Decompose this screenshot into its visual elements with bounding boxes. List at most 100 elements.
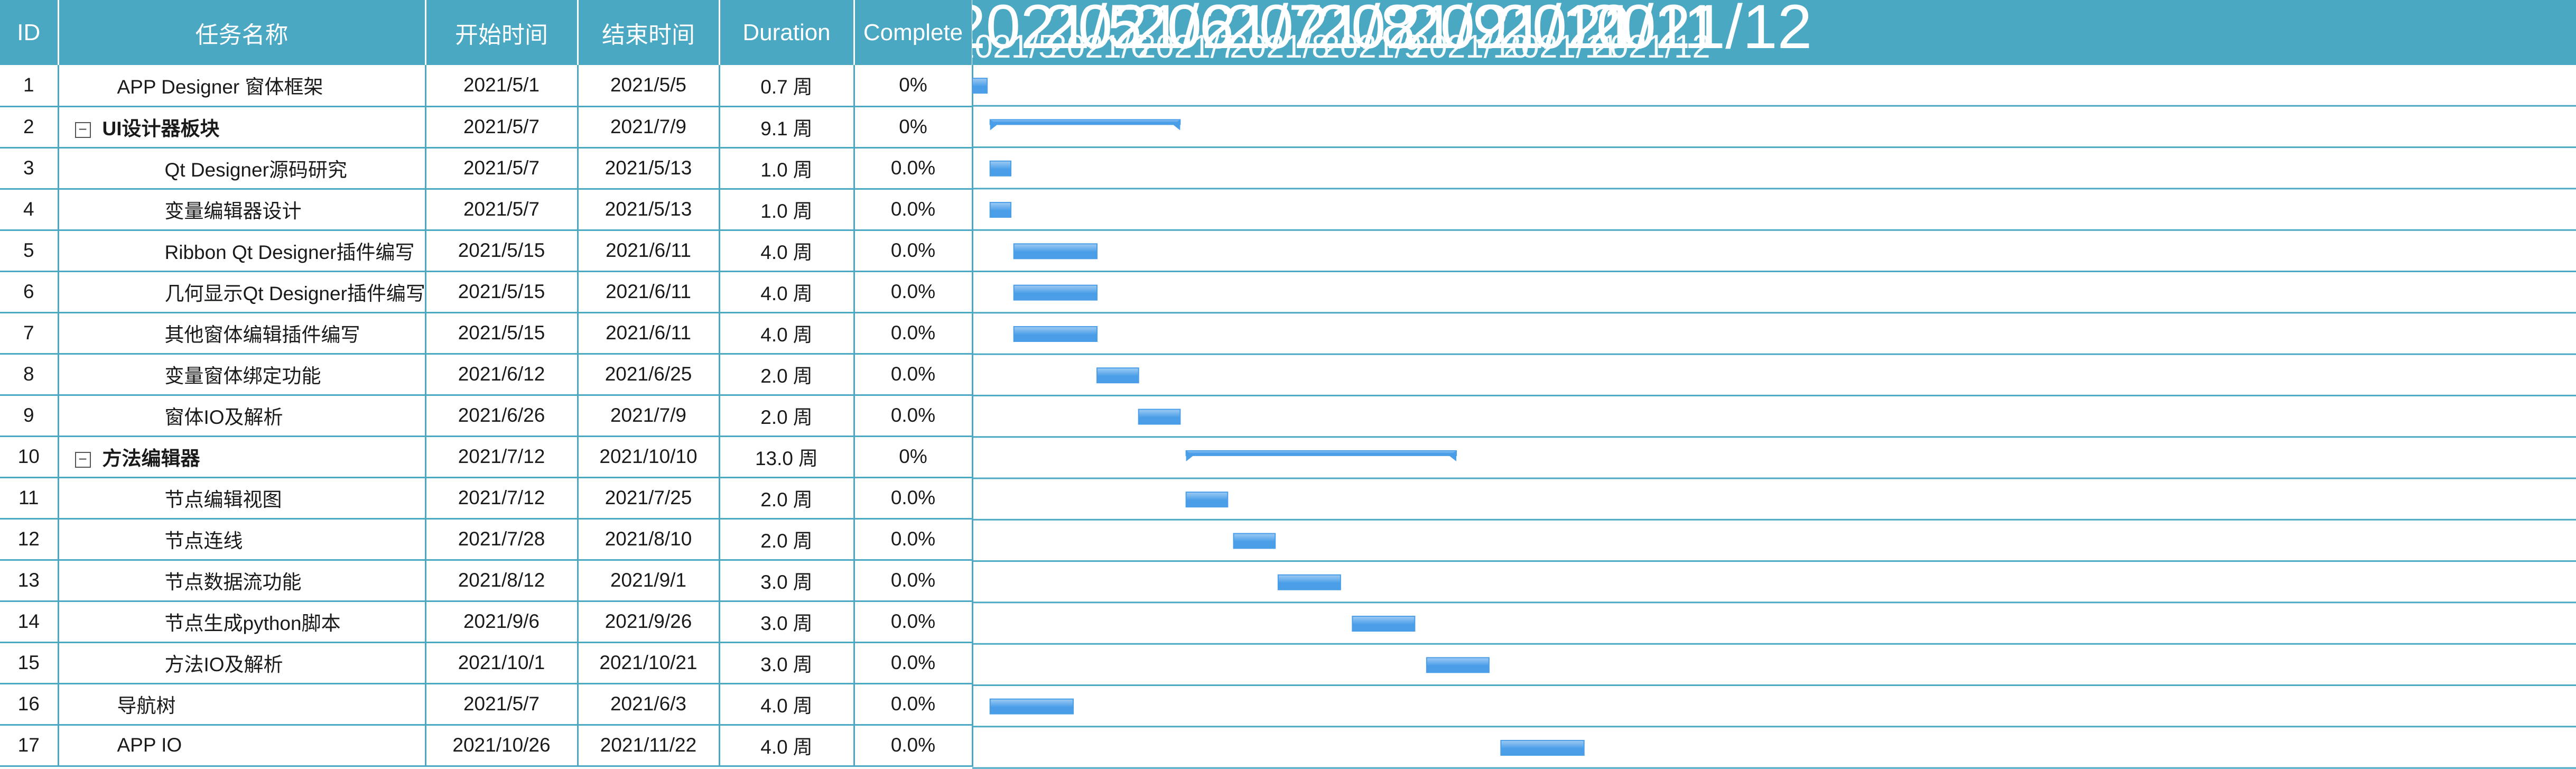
task-bar[interactable] [1352,616,1416,632]
task-id-text: 4 [23,198,34,220]
task-name-text: 节点数据流功能 [164,571,302,593]
task-name: Ribbon Qt Designer插件编写 [58,230,426,272]
task-end: 2021/6/11 [578,230,720,272]
task-duration-text: 3.0 [760,571,788,593]
task-complete: 0.0% [854,271,973,313]
task-id: 17 [0,725,59,767]
task-bar[interactable] [1233,533,1276,549]
task-bar[interactable] [1013,326,1098,342]
task-row[interactable]: 7 其他窗体编辑插件编写 2021/5/15 2021/6/11 4.0 周 0.0% [0,312,973,355]
task-duration-text: 4.0 [760,242,788,263]
task-row[interactable]: 17 APP IO 2021/10/26 2021/11/22 4.0 周 0.0% [0,725,973,767]
summary-bar[interactable] [989,119,1181,131]
task-end: 2021/10/10 [578,436,720,478]
task-start: 2021/8/12 [425,560,579,602]
task-end-text: 2021/10/10 [599,446,698,467]
task-complete-text: 0% [899,116,927,137]
task-id-text: 12 [17,528,40,550]
task-complete-text: 0.0% [890,404,936,426]
task-bar[interactable] [1138,409,1181,425]
task-name: 几何显示Qt Designer插件编写 [58,271,426,313]
task-duration-text: 1.0 [760,159,788,181]
task-bar[interactable] [989,160,1012,177]
timeline-tick-label: 2021/10 [1405,0,1631,62]
task-row[interactable]: 8 变量窗体绑定功能 2021/6/12 2021/6/25 2.0 周 0.0% [0,354,973,396]
task-row[interactable]: 9 窗体IO及解析 2021/6/26 2021/7/9 2.0 周 0.0% [0,395,973,437]
task-end: 2021/6/11 [578,271,720,313]
task-bar[interactable] [1013,243,1098,260]
task-row[interactable]: 12 节点连线 2021/7/28 2021/8/10 2.0 周 0.0% [0,518,973,561]
task-duration-text: 2.0 [760,365,788,387]
timeline-tick-label: 2021/11 [1498,0,1718,62]
task-end: 2021/9/1 [578,560,720,602]
task-duration-text: 4.0 [760,283,788,304]
summary-bar[interactable] [1185,450,1457,461]
task-start: 2021/5/15 [425,271,579,313]
task-row[interactable]: 14 节点生成python脚本 2021/9/6 2021/9/26 3.0 周 0.0% [0,601,973,643]
task-bar[interactable] [972,78,988,94]
task-id-text: 11 [18,487,39,508]
task-row[interactable]: 2 − UI设计器板块 2021/5/7 2021/7/9 9.1 周 0% [0,106,973,149]
task-complete: 0.0% [854,147,973,190]
task-end-text: 2021/6/3 [610,693,687,715]
task-duration: 4.0 周 [719,230,855,272]
task-id-text: 8 [23,363,34,385]
task-end-text: 2021/6/25 [605,363,692,385]
task-name-text: Qt Designer源码研究 [164,159,347,181]
task-duration: 9.1 周 [719,106,855,149]
task-name: 节点编辑视图 [58,477,426,520]
collapse-toggle-icon[interactable]: − [75,122,91,138]
timeline-tick-label: 2021/7 [1132,0,1323,62]
task-complete-text: 0.0% [890,363,936,385]
task-complete-text: 0.0% [890,693,936,715]
task-bar[interactable] [1426,657,1490,673]
duration-unit: 周 [793,736,813,758]
task-start-text: 2021/5/7 [463,198,540,220]
task-complete: 0.0% [854,354,973,396]
task-row[interactable]: 10 − 方法编辑器 2021/7/12 2021/10/10 13.0 周 0% [0,436,973,478]
task-bar[interactable] [989,202,1012,218]
task-start-text: 2021/6/26 [458,404,545,426]
task-start-text: 2021/5/15 [458,281,545,302]
task-bar[interactable] [1500,739,1585,756]
duration-unit: 周 [793,76,813,98]
task-end-text: 2021/6/11 [606,281,691,302]
task-bar[interactable] [1096,367,1139,384]
task-id-text: 15 [17,652,40,673]
task-start: 2021/6/26 [425,395,579,437]
task-row[interactable]: 11 节点编辑视图 2021/7/12 2021/7/25 2.0 周 0.0% [0,477,973,520]
task-row[interactable]: 16 导航树 2021/5/7 2021/6/3 4.0 周 0.0% [0,683,973,726]
task-row[interactable]: 4 变量编辑器设计 2021/5/7 2021/5/13 1.0 周 0.0% [0,189,973,231]
task-name: 其他窗体编辑插件编写 [58,312,426,355]
task-bar[interactable] [1185,492,1229,508]
column-header-start[interactable]: 开始时间 [425,0,579,65]
task-bar[interactable] [1277,574,1341,590]
task-name-text: 几何显示Qt Designer插件编写 [164,283,425,304]
column-header-complete[interactable]: Complete [854,0,973,65]
task-complete: 0.0% [854,642,973,684]
task-row[interactable]: 5 Ribbon Qt Designer插件编写 2021/5/15 2021/6/1… [0,230,973,272]
task-row[interactable]: 6 几何显示Qt Designer插件编写 2021/5/15 2021/6/11 4.… [0,271,973,313]
column-header-end[interactable]: 结束时间 [578,0,720,65]
collapse-toggle-icon[interactable]: − [75,452,91,468]
duration-unit: 周 [793,571,813,593]
task-row[interactable]: 1 APP Designer 窗体框架 2021/5/1 2021/5/5 0.7 周 0% [0,65,973,107]
task-row[interactable]: 3 Qt Designer源码研究 2021/5/7 2021/5/13 1.0 周 0.0… [0,147,973,190]
task-row[interactable]: 13 节点数据流功能 2021/8/12 2021/9/1 3.0 周 0.0% [0,560,973,602]
task-name: 方法IO及解析 [58,642,426,684]
column-header-name[interactable]: 任务名称 [58,0,426,65]
column-header-id[interactable]: ID [0,0,59,65]
table-header-row: ID 任务名称 开始时间 结束时间 Duration Complete [0,0,973,65]
task-name-text: 节点生成python脚本 [164,613,341,634]
column-header-duration[interactable]: Duration [719,0,855,65]
task-complete: 0% [854,436,973,478]
task-complete-text: 0.0% [890,528,936,550]
task-bar[interactable] [989,698,1074,715]
task-bar[interactable] [1013,284,1098,301]
task-complete: 0.0% [854,477,973,520]
task-duration-text: 4.0 [760,736,788,758]
task-duration-text: 2.0 [760,530,788,552]
task-name-text: 导航树 [117,695,176,717]
task-row[interactable]: 15 方法IO及解析 2021/10/1 2021/10/21 3.0 周 0.0% [0,642,973,684]
task-name: 节点数据流功能 [58,560,426,602]
